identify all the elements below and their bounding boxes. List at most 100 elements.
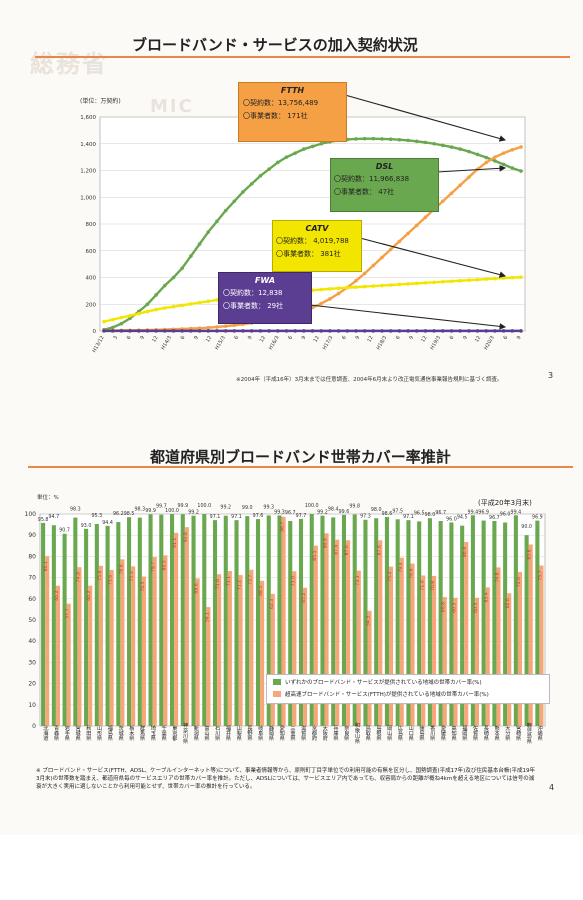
bar-ftth	[464, 541, 469, 726]
bar-ftth	[206, 607, 211, 726]
series-point-fwa	[180, 329, 184, 333]
bar-ftth	[260, 580, 265, 726]
category-label: 北海道	[42, 724, 48, 742]
series-point-fwa	[171, 329, 176, 333]
top-x-tick-label: 9	[247, 335, 254, 341]
series-point-dsl	[189, 254, 193, 258]
bar-ftth-value-label: 73.6	[108, 575, 114, 585]
series-point-ftth	[441, 199, 445, 204]
series-point-fwa	[345, 329, 350, 333]
series-point-catv	[206, 299, 211, 304]
top-x-tick-label: 12	[420, 335, 428, 344]
bar-ftth-value-label: 79.7	[151, 562, 157, 572]
top-x-tick-label: 9	[193, 335, 200, 341]
bar-ftth	[453, 597, 458, 726]
series-point-ftth	[423, 215, 428, 220]
series-point-fwa	[302, 329, 306, 333]
series-point-catv	[180, 303, 184, 308]
series-point-ftth	[336, 291, 341, 296]
series-point-fwa	[484, 329, 489, 333]
series-point-catv	[467, 278, 471, 282]
category-label: 山梨県	[236, 724, 242, 742]
series-point-dsl	[475, 152, 480, 157]
bar-ftth	[313, 545, 318, 726]
category-label: 千葉県	[160, 724, 166, 742]
category-label: 茨城県	[117, 724, 123, 742]
bar-any-value-label: 97.5	[392, 508, 403, 514]
bar-any-value-label: 98.3	[70, 507, 81, 513]
category-label: 山形県	[96, 724, 102, 742]
bar-ftth-value-label: 68.5	[258, 586, 264, 596]
bar-any-broadband	[127, 517, 132, 726]
bar-any-value-label: 96.7	[489, 515, 500, 521]
ftth-callout-carriers: 〇事業者数： 171社	[243, 112, 308, 120]
bar-ftth-value-label: 90.9	[323, 538, 329, 548]
bottom-y-tick-label: 30	[28, 659, 36, 666]
series-point-dsl	[293, 151, 297, 155]
series-point-ftth	[215, 325, 219, 329]
dsl-callout-name: DSL	[375, 162, 394, 171]
bar-any-broadband	[94, 523, 99, 726]
watermark-logo: 総務省	[30, 50, 108, 78]
category-label: 島根県	[375, 724, 381, 742]
series-point-ftth	[380, 255, 384, 260]
series-point-catv	[197, 300, 202, 305]
bottom-chart-categories: 北海道 青森県 岩手県 宮城県 秋田県 山形県 福島県 茨城県 栃木県 群馬県 埼玉県 千葉県 東京都神…	[42, 721, 543, 745]
bar-any-broadband	[513, 515, 518, 726]
series-point-dsl	[406, 138, 410, 143]
bottom-title-rule	[28, 466, 573, 468]
bar-ftth-value-label: 85.1	[312, 550, 318, 560]
series-point-fwa	[501, 329, 506, 333]
bar-ftth	[120, 559, 125, 726]
bar-ftth-value-label: 73.3	[355, 575, 361, 585]
bar-ftth-value-label: 71.0	[419, 580, 425, 590]
top-x-tick-label: 6	[180, 335, 187, 341]
bottom-chart-bars: 95.8 80.1 94.7 66.2 90.7 57.7 98.3 74.9 93.0 66.2…	[38, 503, 544, 726]
top-chart-series	[102, 136, 523, 333]
category-label: 福井県	[225, 724, 231, 742]
bar-any-value-label: 96.0	[500, 511, 511, 517]
series-point-fwa	[232, 329, 237, 333]
series-point-catv	[484, 277, 489, 281]
bar-any-value-label: 96.2	[113, 511, 124, 517]
bar-any-broadband	[449, 522, 454, 726]
category-label: 和歌山県	[354, 721, 360, 745]
category-label: 石川県	[214, 725, 220, 742]
bar-ftth-value-label: 75.2	[387, 571, 393, 581]
category-label: 鳥取県	[364, 724, 370, 742]
bar-any-value-label: 100.0	[165, 508, 179, 514]
category-label: 広島県	[397, 724, 403, 742]
page-number-3: 3	[548, 371, 554, 380]
top-y-tick-label: 200	[86, 302, 97, 308]
series-point-fwa	[163, 329, 167, 333]
bar-any-broadband	[170, 514, 175, 726]
fwa-callout-contracts: 〇契約数：12,838	[223, 289, 283, 297]
series-point-catv	[102, 319, 106, 324]
bar-ftth	[496, 567, 501, 726]
top-x-tick-label: 12	[205, 335, 213, 344]
category-label: 福岡県	[461, 724, 467, 742]
bar-any-broadband	[116, 522, 121, 726]
bar-any-value-label: 95.8	[38, 517, 49, 523]
dsl-callout: DSL 〇契約数：11,966,838 〇事業者数： 47社	[330, 158, 439, 212]
series-point-catv	[458, 278, 462, 283]
series-point-catv	[475, 277, 480, 282]
bar-any-broadband	[298, 518, 304, 726]
watermark-sub: MIC	[150, 96, 194, 117]
bar-any-value-label: 96.7	[285, 510, 296, 516]
series-point-fwa	[354, 329, 358, 333]
series-point-fwa	[328, 329, 332, 333]
ftth-callout-contracts: 〇契約数：13,756,489	[243, 99, 319, 107]
series-point-fwa	[197, 329, 202, 333]
series-point-dsl	[180, 266, 184, 270]
series-point-dsl	[449, 145, 454, 149]
series-point-fwa	[371, 329, 376, 333]
series-point-ftth	[397, 239, 402, 244]
series-point-catv	[354, 285, 358, 289]
bar-ftth-value-label: 66.2	[54, 590, 60, 600]
bar-ftth	[281, 516, 286, 726]
bar-any-broadband	[159, 514, 164, 726]
bar-ftth	[98, 565, 103, 726]
bottom-footnote: ※ ブロードバンド・サービス(FTTH、ADSL、ケーブルインターネット等)につ…	[36, 768, 535, 790]
category-label: 愛媛県	[440, 724, 446, 742]
